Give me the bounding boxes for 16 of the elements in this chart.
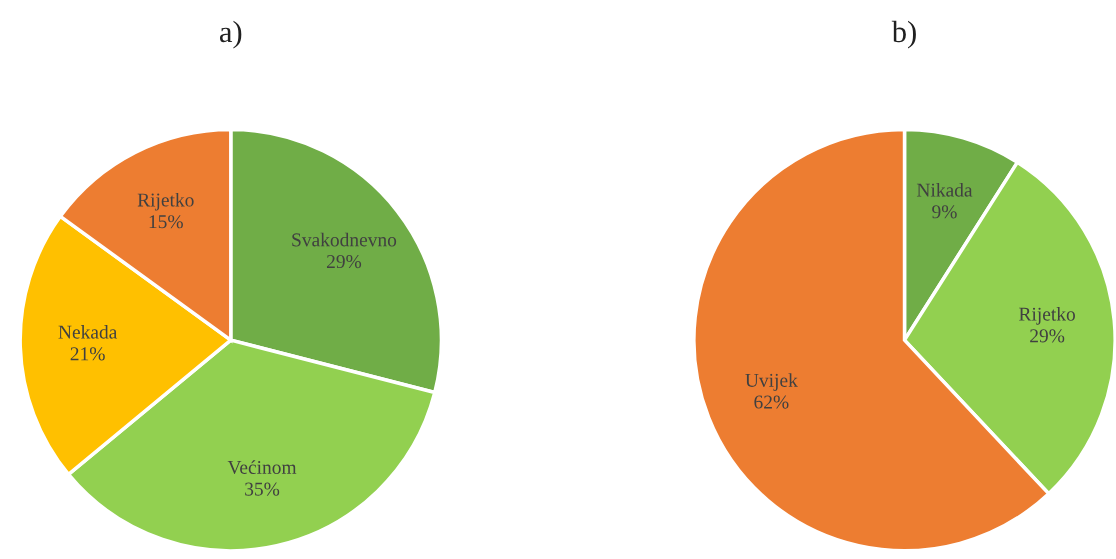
data-label: 29% bbox=[1030, 329, 1065, 343]
data-label: 62% bbox=[754, 395, 789, 409]
chart-title: a) bbox=[219, 20, 242, 49]
slice-label: Rijetko bbox=[137, 192, 194, 211]
slice-label: Uvijek bbox=[745, 373, 798, 391]
slice-label: Većinom bbox=[227, 460, 297, 475]
data-label: 21% bbox=[70, 347, 105, 361]
chart-title: b) bbox=[891, 20, 916, 49]
slice-label: Svakodnevno bbox=[292, 232, 397, 247]
data-label: 15% bbox=[149, 215, 183, 229]
slice-label: Nekada bbox=[58, 324, 118, 339]
slice-label: Nikada bbox=[916, 182, 973, 197]
data-label: 29% bbox=[326, 254, 362, 269]
data-label: 9% bbox=[932, 205, 957, 219]
data-label: 35% bbox=[245, 482, 280, 496]
slice-label: Rijetko bbox=[1019, 307, 1075, 325]
